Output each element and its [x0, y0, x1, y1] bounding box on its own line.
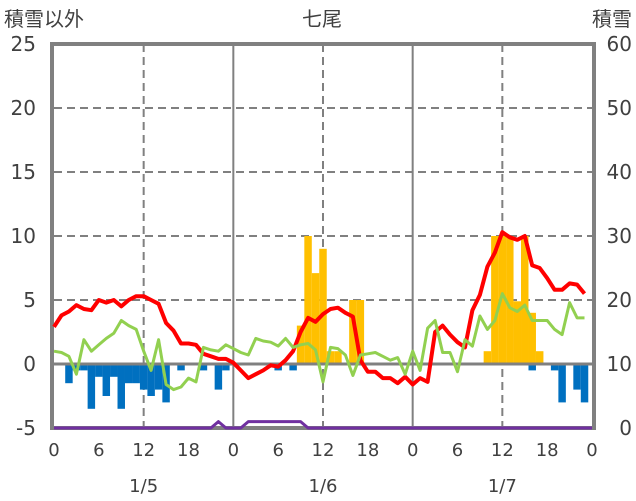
right-axis-title: 積雪 — [592, 7, 632, 31]
left-axis-title: 積雪以外 — [4, 7, 84, 31]
y-tick-right: 20 — [607, 288, 632, 312]
x-tick: 0 — [228, 440, 239, 461]
y-tick-right: 60 — [607, 32, 632, 56]
x-tick: 0 — [407, 440, 418, 461]
y-tick-right: 40 — [607, 160, 632, 184]
bar-negative — [550, 364, 559, 371]
x-tick: 12 — [132, 440, 155, 461]
y-tick-left: 0 — [23, 352, 36, 376]
bar-positive — [349, 300, 357, 364]
bar-negative — [289, 364, 297, 371]
lines — [52, 230, 592, 430]
bar-negative — [147, 364, 155, 396]
bar-negative — [573, 364, 581, 390]
date-label: 1/5 — [129, 476, 158, 497]
date-label: 1/7 — [488, 476, 517, 497]
y-tick-left: 10 — [11, 224, 36, 248]
bar-negative — [558, 364, 566, 403]
y-tick-right: 50 — [607, 96, 632, 120]
y-tick-left: 20 — [11, 96, 36, 120]
bar-positive — [483, 351, 492, 364]
bar-negative — [80, 364, 88, 371]
bar-positive — [506, 236, 514, 364]
y-tick-left: 25 — [11, 32, 36, 56]
bar-negative — [528, 364, 536, 371]
bar-negative — [95, 364, 103, 377]
bar-positive — [491, 236, 499, 364]
bar-negative — [199, 364, 208, 371]
x-tick: 6 — [272, 440, 283, 461]
bar-negative — [124, 364, 133, 384]
bar-negative — [110, 364, 118, 377]
bar-positive — [304, 236, 312, 364]
y-tick-right: 30 — [607, 224, 632, 248]
bar-positive — [311, 273, 320, 364]
date-label: 1/6 — [309, 476, 338, 497]
y-tick-left: 15 — [11, 160, 36, 184]
snow-depth-series — [54, 420, 592, 430]
bar-positive — [326, 351, 335, 364]
x-tick: 18 — [177, 440, 200, 461]
y-tick-left: 5 — [23, 288, 36, 312]
x-tick: 12 — [491, 440, 514, 461]
bar-negative — [222, 364, 230, 371]
bar-negative — [580, 364, 589, 403]
bar-positive — [498, 236, 507, 364]
bar-negative — [87, 364, 96, 409]
bar-negative — [154, 364, 163, 390]
y-tick-left: -5 — [16, 416, 36, 440]
bar-positive — [334, 351, 342, 364]
bar-positive — [356, 300, 365, 364]
y-tick-right: 0 — [619, 416, 632, 440]
x-tick: 0 — [586, 440, 597, 461]
bar-negative — [102, 364, 111, 396]
bar-positive — [319, 248, 327, 364]
chart-title: 七尾 — [302, 7, 342, 31]
x-tick: 6 — [93, 440, 104, 461]
bar-negative — [65, 364, 73, 384]
red-line-series — [52, 230, 587, 387]
bar-negative — [214, 364, 223, 390]
bar-negative — [117, 364, 125, 409]
bar-negative — [139, 364, 148, 390]
bar-negative — [132, 364, 140, 384]
x-tick: 12 — [312, 440, 335, 461]
x-tick: 18 — [356, 440, 379, 461]
bar-positive — [513, 301, 522, 364]
x-tick: 6 — [452, 440, 463, 461]
bar-positive — [528, 312, 536, 364]
bar-negative — [177, 364, 185, 371]
x-tick: 18 — [536, 440, 559, 461]
y-tick-right: 10 — [607, 352, 632, 376]
x-tick: 0 — [48, 440, 59, 461]
green-line-series — [53, 292, 585, 392]
bar-positive — [535, 351, 544, 364]
bar-positive — [521, 236, 529, 364]
